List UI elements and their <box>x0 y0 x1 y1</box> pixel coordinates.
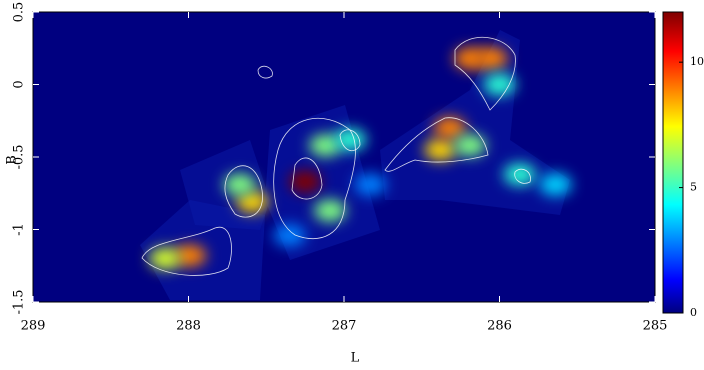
y-tick-label: -0.5 <box>12 144 27 169</box>
x-tick-label: 285 <box>643 319 668 334</box>
emission-peak <box>424 139 456 161</box>
emission-peak <box>484 74 516 96</box>
x-axis-label: L <box>351 351 360 366</box>
x-tick-label: 287 <box>332 319 357 334</box>
emission-peak <box>314 200 346 222</box>
emission-peak <box>476 47 508 69</box>
colorbar-tick-label: 5 <box>690 181 697 194</box>
emission-peak <box>224 174 256 196</box>
y-tick-label: 0.5 <box>12 2 27 23</box>
emission-peak <box>539 174 571 196</box>
x-tick-label: 289 <box>21 319 46 334</box>
emission-peak <box>274 224 306 246</box>
x-tick-label: 286 <box>487 319 512 334</box>
chart: L B 289288287286285-1.5-1-0.500.50510 <box>0 0 704 370</box>
colorbar-tick-label: 0 <box>690 306 697 319</box>
emission-peak <box>149 248 181 270</box>
colorbar <box>663 12 683 313</box>
y-tick-label: -1.5 <box>12 289 27 314</box>
y-tick-label: 0 <box>12 80 27 88</box>
x-tick-label: 288 <box>176 319 201 334</box>
emission-peak <box>354 174 386 196</box>
colorbar-tick-label: 10 <box>690 55 704 68</box>
emission-peak <box>334 129 366 151</box>
y-tick-label: -1 <box>12 223 27 236</box>
